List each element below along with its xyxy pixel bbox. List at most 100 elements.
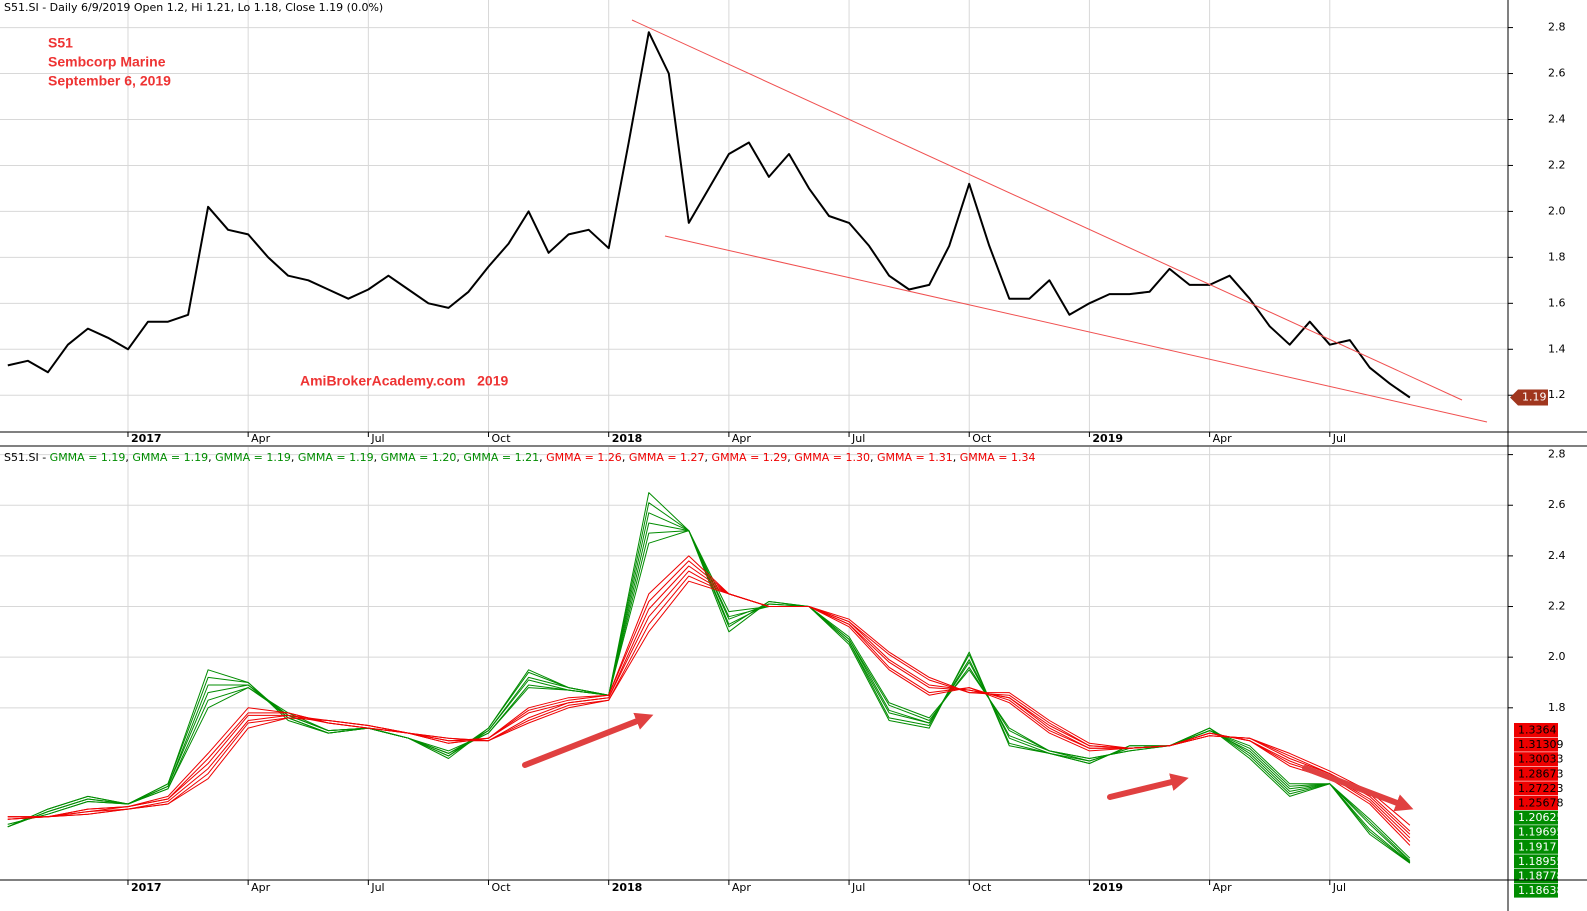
y-tick-label: 1.4 xyxy=(1548,342,1566,355)
y-tick-label: 1.8 xyxy=(1548,250,1566,263)
x-tick-label: Oct xyxy=(492,432,512,445)
x-tick-label: Apr xyxy=(732,432,752,445)
x-tick-label: Apr xyxy=(732,881,752,894)
legend-entry: , xyxy=(622,451,629,464)
last-value-box xyxy=(1514,796,1558,810)
watermark: AmiBrokerAcademy.com 2019 xyxy=(300,373,508,389)
legend-entry: GMMA = 1.19 xyxy=(132,451,208,464)
legend-entry: , xyxy=(208,451,215,464)
x-tick-label: Apr xyxy=(1213,432,1233,445)
annotation: Sembcorp Marine xyxy=(48,54,166,70)
last-value-label: 1.27223 xyxy=(1518,782,1564,795)
x-tick-label: Jul xyxy=(1332,432,1346,445)
last-value-box xyxy=(1514,781,1558,796)
x-tick-label: Oct xyxy=(972,432,992,445)
x-tick-label: Oct xyxy=(492,881,512,894)
annotation: September 6, 2019 xyxy=(48,73,171,89)
last-value-label: 1.20625 xyxy=(1518,811,1564,824)
data-layer xyxy=(7,31,1558,898)
legend-entry: GMMA = 1.27 xyxy=(629,451,705,464)
last-value-label: 1.3364 xyxy=(1518,724,1557,737)
y-tick-label: 2.2 xyxy=(1548,600,1566,613)
y-tick-label: 2.4 xyxy=(1548,112,1566,125)
legend-entry: , xyxy=(953,451,960,464)
line xyxy=(7,31,1411,399)
legend: S51.SI - GMMA = 1.19, GMMA = 1.19, GMMA … xyxy=(4,451,1035,464)
y-tick-label: 2.8 xyxy=(1548,448,1566,461)
text-layer: S51.SI - Daily 6/9/2019 Open 1.2, Hi 1.2… xyxy=(4,1,1566,897)
annotation: S51 xyxy=(48,35,73,51)
y-tick-label: 2.2 xyxy=(1548,158,1566,171)
last-value-box xyxy=(1514,737,1558,752)
y-tick-label: 2.4 xyxy=(1548,549,1566,562)
last-value-box xyxy=(1514,810,1558,825)
last-value-label: 1.18955 xyxy=(1518,855,1564,868)
y-tick-label: 2.0 xyxy=(1548,650,1566,663)
legend-entry: GMMA = 1.30 xyxy=(794,451,870,464)
legend-entry: GMMA = 1.34 xyxy=(960,451,1036,464)
arrow xyxy=(522,712,654,768)
x-tick-label: 2017 xyxy=(131,881,162,894)
legend-entry: GMMA = 1.31 xyxy=(877,451,953,464)
legend-entry: GMMA = 1.19 xyxy=(50,451,126,464)
y-tick-label: 1.2 xyxy=(1548,388,1566,401)
last-value-label: 1.19695 xyxy=(1518,826,1564,839)
legend-entry: GMMA = 1.19 xyxy=(298,451,374,464)
x-tick-label: Apr xyxy=(251,881,271,894)
trend-line xyxy=(664,235,1488,423)
last-value-label: 1.1917 xyxy=(1518,840,1557,853)
last-value-label: 1.30033 xyxy=(1518,753,1564,766)
y-tick-label: 2.0 xyxy=(1548,204,1566,217)
last-value-box xyxy=(1514,766,1558,781)
last-value-label: 1.18638 xyxy=(1518,884,1564,897)
y-tick-label: 2.6 xyxy=(1548,498,1566,511)
trend-line xyxy=(631,19,1463,401)
legend-entry: GMMA = 1.19 xyxy=(215,451,291,464)
line xyxy=(7,580,1411,826)
legend-entry: , xyxy=(539,451,546,464)
legend-entry: , xyxy=(870,451,877,464)
x-tick-label: Jul xyxy=(851,881,865,894)
x-tick-label: 2019 xyxy=(1092,432,1123,445)
last-value-tag xyxy=(1510,389,1548,406)
last-value-label: 1.25678 xyxy=(1518,797,1564,810)
last-value-box xyxy=(1514,883,1558,898)
last-value-box xyxy=(1514,752,1558,767)
legend-entry: , xyxy=(787,451,794,464)
legend-entry: GMMA = 1.21 xyxy=(463,451,539,464)
legend-entry: GMMA = 1.29 xyxy=(712,451,788,464)
legend-entry: , xyxy=(705,451,712,464)
last-value-box xyxy=(1514,839,1558,854)
y-tick-label: 1.8 xyxy=(1548,701,1566,714)
x-tick-label: Jul xyxy=(851,432,865,445)
y-tick-label: 2.6 xyxy=(1548,67,1566,80)
x-tick-label: 2018 xyxy=(612,432,643,445)
legend-entry: , xyxy=(291,451,298,464)
x-tick-label: Oct xyxy=(972,881,992,894)
x-tick-label: Jul xyxy=(370,881,384,894)
last-value-box xyxy=(1514,854,1558,869)
y-tick-label: 1.6 xyxy=(1548,296,1566,309)
x-tick-label: Jul xyxy=(1332,881,1346,894)
panel-header: S51.SI - Daily 6/9/2019 Open 1.2, Hi 1.2… xyxy=(4,1,383,14)
x-tick-label: 2019 xyxy=(1092,881,1123,894)
x-tick-label: Jul xyxy=(370,432,384,445)
legend-entry: , xyxy=(125,451,132,464)
last-value-label: 1.18778 xyxy=(1518,870,1564,883)
x-tick-label: 2018 xyxy=(612,881,643,894)
legend-entry: GMMA = 1.20 xyxy=(381,451,457,464)
last-value-label: 1.31309 xyxy=(1518,738,1564,751)
legend-entry: , xyxy=(456,451,463,464)
grid-layer xyxy=(0,0,1513,885)
y-tick-label: 2.8 xyxy=(1548,21,1566,34)
arrow xyxy=(1302,765,1414,812)
legend-entry: , xyxy=(374,451,381,464)
arrow xyxy=(1107,773,1189,800)
x-tick-label: Apr xyxy=(251,432,271,445)
legend-entry: S51.SI - xyxy=(4,451,50,464)
last-value-label: 1.28673 xyxy=(1518,767,1564,780)
x-tick-label: Apr xyxy=(1213,881,1233,894)
